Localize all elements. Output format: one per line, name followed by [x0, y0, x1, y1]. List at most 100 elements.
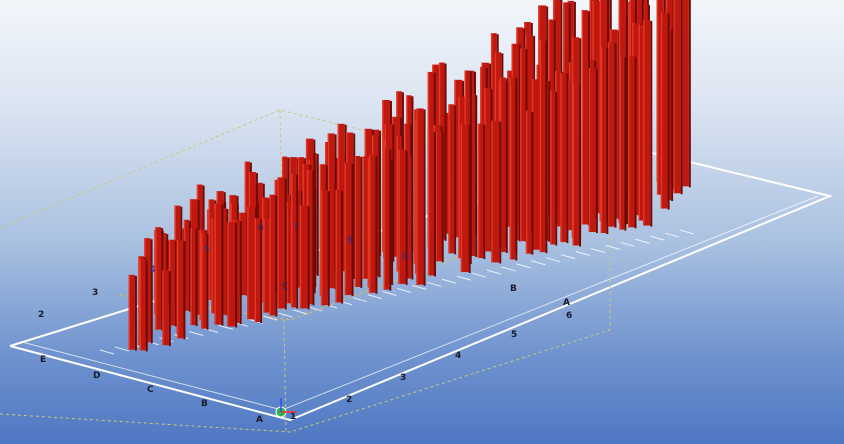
column[interactable] [162, 270, 171, 347]
grid-tick [546, 257, 561, 263]
element-mark: C [282, 282, 288, 292]
column[interactable] [525, 110, 534, 255]
grid-tick [412, 284, 427, 290]
column[interactable] [368, 155, 378, 294]
element-marks: 4 5 6 7 8 C D [150, 223, 409, 292]
column[interactable] [291, 173, 299, 309]
column-elements[interactable] [128, 0, 691, 352]
grid-tick [218, 324, 234, 330]
grid-label-5: 5 [511, 330, 517, 340]
grid-label-6: 6 [566, 311, 572, 321]
column[interactable] [588, 68, 598, 234]
grid-tick [293, 309, 308, 315]
grid-tick [114, 346, 130, 352]
column[interactable] [460, 124, 471, 273]
grid-label-back-2: 2 [38, 310, 44, 320]
column[interactable] [155, 227, 164, 331]
column[interactable] [201, 232, 209, 330]
element-mark: 4 [150, 265, 156, 275]
grid-tick [531, 260, 546, 266]
column[interactable] [320, 190, 330, 307]
column[interactable] [335, 189, 344, 304]
grid-label-back-b: B [510, 284, 517, 294]
grid-label-b: B [201, 399, 208, 409]
column[interactable] [572, 83, 582, 247]
column[interactable] [190, 227, 198, 327]
column[interactable] [427, 130, 437, 277]
grid-tick [501, 266, 516, 272]
column[interactable] [600, 46, 609, 235]
grid-tick [456, 275, 472, 281]
grid-tick [620, 241, 635, 247]
grid-tick [278, 312, 293, 318]
element-mark: 8 [347, 236, 353, 246]
grid-tick [590, 247, 605, 253]
column[interactable] [681, 0, 691, 188]
column[interactable] [128, 274, 137, 351]
column[interactable] [643, 19, 653, 227]
column[interactable] [435, 131, 444, 263]
column[interactable] [491, 120, 502, 264]
column[interactable] [539, 39, 548, 254]
grid-tick [516, 263, 531, 269]
column[interactable] [139, 259, 148, 352]
grid-tick [263, 315, 278, 321]
grid-tick [575, 251, 591, 257]
grid-label-back-3: 3 [92, 288, 98, 298]
grid-label-e: E [40, 355, 46, 365]
grid-tick [605, 244, 620, 250]
grid-tick [382, 291, 397, 297]
column[interactable] [660, 12, 670, 210]
grid-label-3: 3 [400, 373, 406, 383]
column[interactable] [550, 90, 558, 246]
column[interactable] [477, 123, 486, 260]
grid-label-back-a: A [563, 298, 570, 308]
column[interactable] [354, 155, 363, 288]
grid-tick [203, 327, 219, 333]
origin-marker[interactable] [275, 398, 296, 418]
element-mark: 5 [204, 245, 210, 255]
grid-tick [635, 238, 650, 244]
column[interactable] [227, 222, 238, 328]
column[interactable] [383, 148, 392, 291]
grid-label-1: 1 [290, 412, 296, 422]
grid-tick [99, 349, 115, 355]
grid-tick [427, 281, 442, 287]
grid-label-d: D [93, 371, 100, 381]
element-mark: 7 [293, 223, 299, 233]
column[interactable] [254, 218, 263, 324]
column[interactable] [628, 55, 637, 229]
column[interactable] [416, 108, 426, 286]
grid-tick [352, 297, 367, 303]
element-mark: 6 [258, 223, 264, 233]
grid-label-4: 4 [455, 351, 461, 361]
column[interactable] [607, 42, 617, 228]
column[interactable] [176, 240, 186, 340]
grid-tick [471, 272, 486, 278]
grid-label-c: C [147, 385, 154, 395]
grid-tick [664, 232, 680, 238]
column[interactable] [619, 56, 627, 231]
column[interactable] [398, 149, 408, 285]
grid-tick [397, 287, 412, 293]
column[interactable] [269, 194, 278, 317]
column[interactable] [673, 0, 683, 195]
grid-label-2: 2 [346, 395, 352, 405]
column[interactable] [509, 86, 518, 261]
column[interactable] [448, 104, 457, 255]
column[interactable] [560, 72, 569, 244]
column[interactable] [277, 177, 287, 310]
grid-label-a: A [256, 415, 263, 425]
column[interactable] [344, 162, 354, 296]
grid-tick [441, 278, 457, 284]
grid-labels: E D C B A 2 3 1 2 3 4 5 6 B A [38, 284, 572, 425]
grid-tick [189, 331, 204, 337]
grid-tick [308, 306, 323, 312]
column[interactable] [299, 205, 310, 310]
grid-tick [367, 294, 382, 300]
element-mark: D [402, 252, 409, 262]
grid-tick [650, 235, 665, 241]
column[interactable] [214, 203, 224, 326]
